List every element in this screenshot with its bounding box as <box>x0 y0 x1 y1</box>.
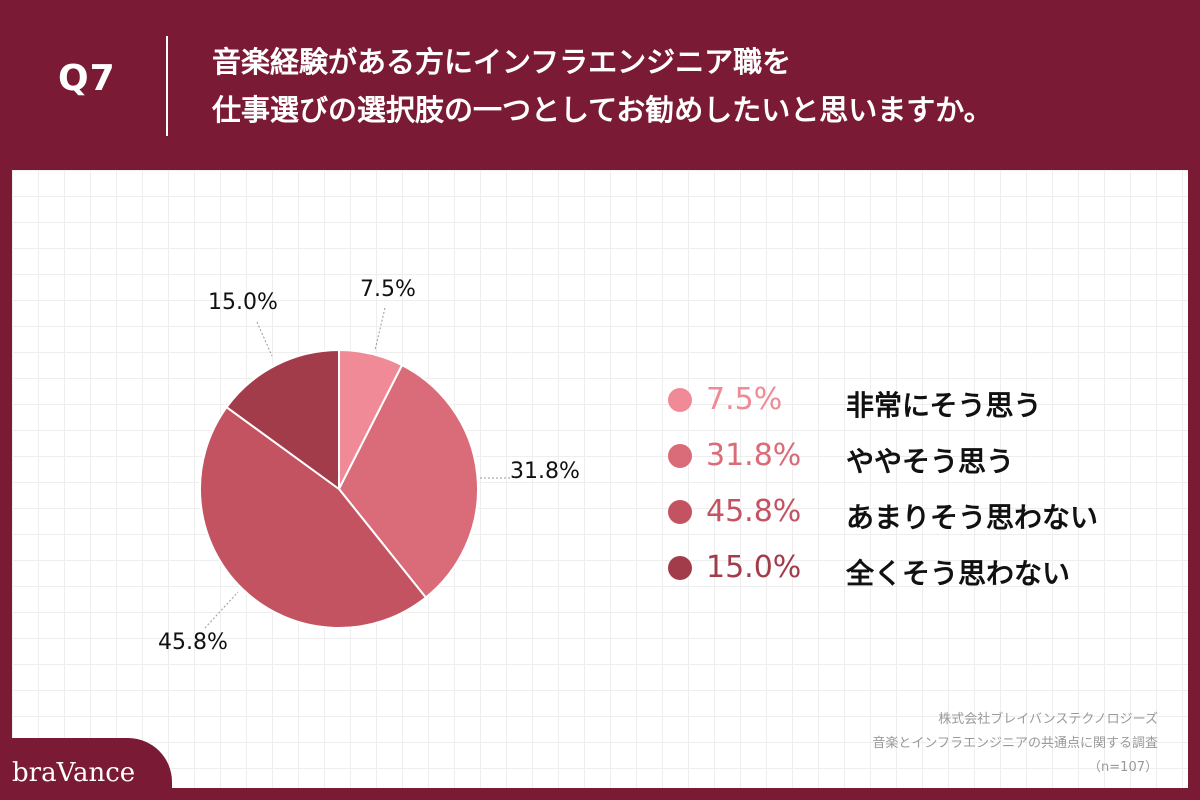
legend-label: 非常にそう思う <box>846 389 1042 422</box>
question-title-line1: 音楽経験がある方にインフラエンジニア職を <box>212 45 792 79</box>
legend-dot <box>668 444 692 468</box>
source-company: 株式会社ブレイバンステクノロジーズ <box>938 712 1158 727</box>
slice-not-at-all <box>225 348 340 491</box>
question-number: Q7 <box>58 58 116 99</box>
data-label: 45.8% <box>158 630 228 655</box>
legend: 7.5% 非常にそう思う 31.8% ややそう思う 45.8% あまりそう思わな… <box>668 382 1148 608</box>
leader-line <box>256 321 273 357</box>
legend-label: 全くそう思わない <box>846 557 1071 590</box>
legend-item-very-much: 7.5% 非常にそう思う <box>668 382 1148 440</box>
data-label: 15.0% <box>208 290 278 315</box>
legend-item-somewhat: 31.8% ややそう思う <box>668 438 1148 496</box>
legend-percent: 31.8% <box>706 438 802 473</box>
header-divider <box>166 36 168 136</box>
data-label: 31.8% <box>510 459 580 484</box>
legend-label: ややそう思う <box>846 445 1015 478</box>
legend-dot <box>668 500 692 524</box>
brand-logo: braVance <box>12 758 136 788</box>
legend-percent: 15.0% <box>706 550 802 585</box>
logo-tab <box>0 738 172 800</box>
source-survey: 音楽とインフラエンジニアの共通点に関する調査 <box>872 736 1158 751</box>
slice-somewhat <box>337 363 480 599</box>
legend-dot <box>668 388 692 412</box>
legend-item-not-at-all: 15.0% 全くそう思わない <box>668 550 1148 608</box>
source-note: 株式会社ブレイバンステクノロジーズ 音楽とインフラエンジニアの共通点に関する調査… <box>872 708 1158 780</box>
question-title-line2: 仕事選びの選択肢の一つとしてお勧めしたいと思いますか。 <box>212 93 993 127</box>
leader-line <box>204 591 239 629</box>
leader-line <box>374 307 386 351</box>
header: Q7 音楽経験がある方にインフラエンジニア職を 仕事選びの選択肢の一つとしてお勧… <box>0 0 1200 170</box>
question-title: 音楽経験がある方にインフラエンジニア職を 仕事選びの選択肢の一つとしてお勧めした… <box>212 38 1172 134</box>
slice-not-much <box>198 405 428 629</box>
legend-item-not-much: 45.8% あまりそう思わない <box>668 494 1148 552</box>
legend-dot <box>668 556 692 580</box>
legend-label: あまりそう思わない <box>846 501 1099 534</box>
source-sample-size: （n=107） <box>1088 760 1158 775</box>
data-label: 7.5% <box>360 277 416 302</box>
legend-percent: 45.8% <box>706 494 802 529</box>
legend-percent: 7.5% <box>706 382 783 417</box>
